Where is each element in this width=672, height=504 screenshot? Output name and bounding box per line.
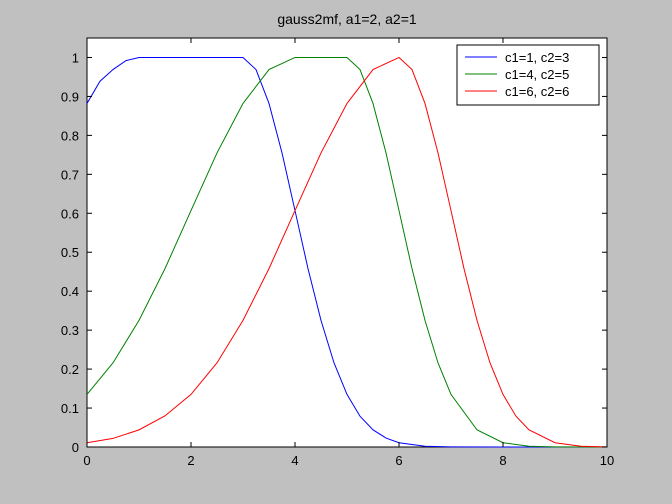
chart-title: gauss2mf, a1=2, a2=1 <box>277 11 417 27</box>
y-tick-label-0: 0 <box>72 440 79 455</box>
y-tick-label-4: 0.4 <box>61 284 79 299</box>
y-tick-label-7: 0.7 <box>61 167 79 182</box>
y-tick-label-8: 0.8 <box>61 128 79 143</box>
legend-label-2: c1=6, c2=6 <box>505 84 569 99</box>
plot-area <box>86 37 608 448</box>
y-tick-label-5: 0.5 <box>61 245 79 260</box>
x-tick-label-0: 0 <box>83 453 90 468</box>
y-tick-label-1: 0.1 <box>61 401 79 416</box>
x-tick-label-4: 8 <box>499 453 506 468</box>
series-line-2 <box>86 56 608 448</box>
series-line-1 <box>86 56 608 448</box>
x-tick-label-2: 4 <box>291 453 298 468</box>
y-tick-label-9: 0.9 <box>61 89 79 104</box>
x-tick-label-1: 2 <box>187 453 194 468</box>
axis-ticks: 0 2 4 6 8 10 0 0.1 0.2 0.3 0.4 0.5 0.6 0.7 0.8 0.9 1 <box>61 38 614 468</box>
x-tick-label-3: 6 <box>395 453 402 468</box>
legend-box <box>456 44 600 106</box>
y-tick-label-6: 0.6 <box>61 206 79 221</box>
y-tick-label-2: 0.2 <box>61 362 79 377</box>
series-line-0 <box>86 56 607 448</box>
series-lines <box>86 56 608 448</box>
y-tick-label-3: 0.3 <box>61 323 79 338</box>
x-tick-label-5: 10 <box>600 453 614 468</box>
legend-label-1: c1=4, c2=5 <box>505 67 569 82</box>
legend-label-0: c1=1, c2=3 <box>505 50 569 65</box>
legend: c1=1, c2=3 c1=4, c2=5 c1=6, c2=6 <box>456 44 600 106</box>
y-tick-label-10: 1 <box>72 50 79 65</box>
